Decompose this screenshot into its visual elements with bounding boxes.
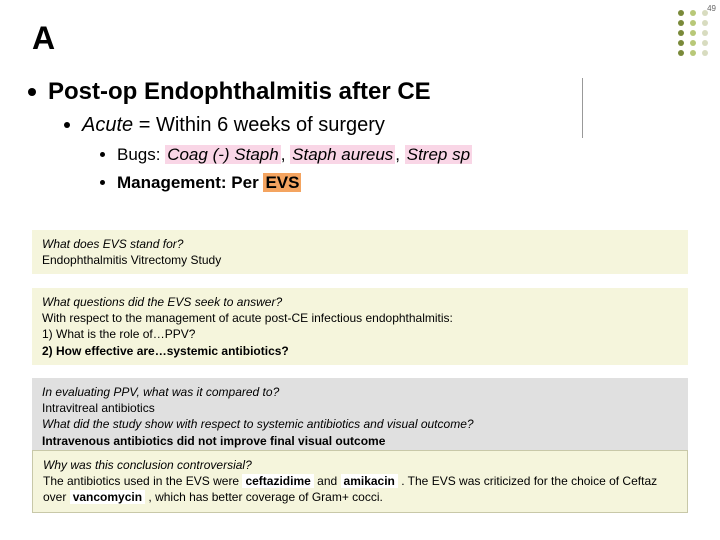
bugs-line: Bugs: Coag (-) Staph, Staph aureus, Stre…: [117, 145, 472, 165]
qa-box-4: Why was this conclusion controversial? T…: [32, 450, 688, 513]
bug-1: Coag (-) Staph: [165, 145, 281, 164]
bugs-row: Bugs: Coag (-) Staph, Staph aureus, Stre…: [100, 145, 700, 165]
answer-2-line1: With respect to the management of acute …: [42, 310, 678, 326]
subheading-row: Acute = Within 6 weeks of surgery: [64, 114, 700, 137]
heading-row: Post-op Endophthalmitis after CE: [28, 78, 700, 106]
answer-2-line3: 2) How effective are…systemic antibiotic…: [42, 343, 678, 359]
answer-3b: Intravenous antibiotics did not improve …: [42, 433, 678, 449]
main-heading: Post-op Endophthalmitis after CE: [48, 78, 431, 106]
answer-4: The antibiotics used in the EVS were cef…: [43, 473, 677, 505]
qa-box-1: What does EVS stand for? Endophthalmitis…: [32, 230, 688, 274]
sep: ,: [281, 145, 290, 164]
sep: ,: [395, 145, 404, 164]
corner-decoration: [678, 10, 710, 56]
acute-label: Acute: [82, 114, 133, 136]
qa-box-2: What questions did the EVS seek to answe…: [32, 288, 688, 365]
qa-box-3: In evaluating PPV, what was it compared …: [32, 378, 688, 455]
bugs-prefix: Bugs:: [117, 145, 165, 164]
answer-3a: Intravitreal antibiotics: [42, 400, 678, 416]
ans4-text: The antibiotics used in the EVS were: [43, 474, 242, 488]
mgmt-prefix: Management: Per: [117, 173, 263, 192]
management-line: Management: Per EVS: [117, 173, 301, 193]
question-3a: In evaluating PPV, what was it compared …: [42, 384, 678, 400]
ans4-text: , which has better coverage of Gram+ coc…: [145, 490, 383, 504]
management-row: Management: Per EVS: [100, 173, 700, 193]
drug-ceftazidime: ceftazidime: [242, 474, 313, 488]
answer-1: Endophthalmitis Vitrectomy Study: [42, 252, 678, 268]
question-4: Why was this conclusion controversial?: [43, 457, 677, 473]
question-1: What does EVS stand for?: [42, 236, 678, 252]
answer-2-line2: 1) What is the role of…PPV?: [42, 326, 678, 342]
question-3b: What did the study show with respect to …: [42, 416, 678, 432]
bug-2: Staph aureus: [290, 145, 395, 164]
bullet-icon: [100, 152, 105, 157]
subheading-text: = Within 6 weeks of surgery: [133, 114, 385, 136]
evs-highlight: EVS: [263, 173, 301, 192]
ans4-text: and: [314, 474, 341, 488]
bullet-icon: [64, 122, 70, 128]
content-area: Post-op Endophthalmitis after CE Acute =…: [28, 78, 700, 201]
drug-amikacin: amikacin: [341, 474, 398, 488]
bug-3: Strep sp: [405, 145, 472, 164]
sub-heading: Acute = Within 6 weeks of surgery: [82, 114, 385, 137]
drug-vancomycin: vancomycin: [70, 490, 145, 504]
bullet-icon: [28, 88, 36, 96]
bullet-icon: [100, 180, 105, 185]
question-2: What questions did the EVS seek to answe…: [42, 294, 678, 310]
slide-letter: A: [32, 20, 55, 57]
